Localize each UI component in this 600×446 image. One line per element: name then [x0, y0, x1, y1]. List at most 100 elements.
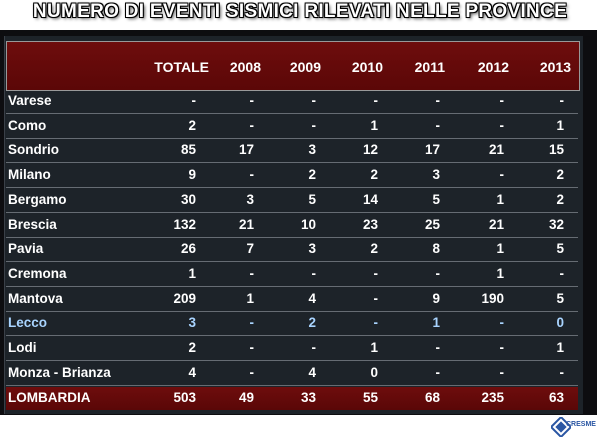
row-value: 12 [362, 142, 378, 158]
row-value: 2 [188, 117, 196, 133]
total-value: 503 [173, 390, 196, 405]
logo-text: CRESME [566, 421, 596, 428]
row-value: 3 [308, 142, 316, 158]
row-value: 85 [180, 142, 196, 158]
row-value: - [249, 340, 255, 355]
row-value: - [249, 167, 255, 183]
row-value: 1 [496, 241, 504, 257]
header-2011: 2011 [414, 59, 445, 75]
row-value: 17 [238, 142, 254, 158]
row-label: Mantova [8, 290, 63, 306]
row-label: Bergamo [8, 191, 67, 207]
total-value: 49 [238, 390, 254, 405]
total-value: 33 [300, 390, 316, 405]
table-row: Bergamo 30 3 5 14 5 1 2 [6, 189, 578, 213]
row-value: 8 [432, 241, 440, 257]
row-label: Varese [8, 93, 52, 108]
row-value: 21 [238, 216, 254, 232]
row-value: - [311, 93, 317, 108]
row-value: - [559, 93, 565, 108]
row-value: 5 [556, 290, 564, 306]
row-value: 1 [188, 265, 196, 281]
header-2008: 2008 [229, 59, 261, 75]
row-value: - [559, 265, 565, 281]
table-row: Mantova 209 1 4 - 9 190 5 [6, 288, 578, 312]
table-row: Monza - Brianza 4 - 4 0 - - - [6, 362, 578, 386]
row-value: 2 [308, 315, 316, 331]
table-row: Varese - - - - - - - [6, 90, 578, 114]
table-row: Sondrio 85 17 3 12 17 21 15 [6, 139, 578, 164]
row-value: - [373, 315, 379, 331]
row-value: 5 [308, 191, 316, 207]
table-panel [4, 36, 583, 414]
row-value: 30 [180, 191, 196, 207]
row-value: - [559, 364, 565, 380]
page-title: NUMERO DI EVENTI SISMICI RILEVATI NELLE … [32, 1, 568, 22]
row-value: 4 [188, 364, 196, 380]
row-label: Brescia [8, 216, 57, 232]
row-label: Como [8, 117, 47, 133]
total-value: 55 [362, 390, 378, 405]
total-value: 63 [548, 390, 564, 405]
row-value: 4 [308, 364, 316, 380]
row-value: 1 [432, 315, 440, 331]
row-value: 17 [424, 142, 440, 158]
row-value: 2 [370, 241, 378, 257]
row-value: - [499, 167, 505, 183]
row-value: - [311, 117, 317, 133]
row-label: Cremona [8, 265, 67, 281]
table-row: Milano 9 - 2 2 3 - 2 [6, 164, 578, 189]
row-value: - [435, 93, 441, 108]
header-2009: 2009 [289, 59, 321, 75]
row-value: - [249, 93, 255, 108]
row-value: - [435, 364, 441, 380]
row-value: - [311, 265, 317, 281]
row-value: 5 [432, 191, 440, 207]
table-row: Lecco 3 - 2 - 1 - 0 [6, 312, 578, 337]
row-value: - [499, 315, 505, 331]
row-value: - [249, 265, 255, 281]
total-value: 235 [481, 390, 504, 405]
table-row: Lodi 2 - - 1 - - 1 [6, 337, 578, 361]
row-value: 9 [188, 167, 196, 183]
row-value: - [249, 117, 255, 133]
row-value: 21 [488, 142, 504, 158]
row-value: 3 [188, 315, 196, 331]
row-value: - [373, 93, 379, 108]
row-label: Monza - Brianza [8, 364, 111, 380]
row-value: 1 [496, 191, 504, 207]
table-row: Brescia 132 21 10 23 25 21 32 [6, 214, 578, 238]
footer [0, 417, 600, 446]
row-value: 5 [556, 241, 564, 257]
table-header: TOTALE 2008 2009 2010 2011 2012 2013 [6, 41, 580, 91]
row-value: 2 [308, 167, 316, 183]
row-value: - [435, 265, 441, 281]
row-value: 3 [432, 167, 440, 183]
row-value: 2 [556, 167, 564, 183]
row-value: 132 [173, 216, 196, 232]
row-value: 3 [246, 191, 254, 207]
row-value: 1 [496, 265, 504, 281]
row-value: - [499, 364, 505, 380]
table-row: Como 2 - - 1 - - 1 [6, 115, 578, 139]
row-value: 10 [300, 216, 316, 232]
row-label: Milano [8, 167, 51, 183]
row-value: 3 [308, 241, 316, 257]
row-label: Lecco [8, 315, 48, 331]
row-value: 4 [308, 290, 316, 306]
row-value: - [311, 340, 317, 355]
row-label: Sondrio [8, 142, 59, 158]
row-value: 14 [362, 191, 378, 207]
row-value: 1 [556, 117, 564, 133]
row-value: 1 [556, 340, 564, 355]
total-value: 68 [424, 390, 440, 405]
row-value: - [373, 265, 379, 281]
table-row: Pavia 26 7 3 2 8 1 5 [6, 238, 578, 263]
row-value: 7 [246, 241, 254, 257]
row-value: 2 [188, 340, 196, 355]
row-value: 2 [556, 191, 564, 207]
row-value: - [249, 315, 255, 331]
row-value: 9 [432, 290, 440, 306]
header-totale: TOTALE [154, 59, 209, 75]
row-value: 209 [173, 290, 196, 306]
